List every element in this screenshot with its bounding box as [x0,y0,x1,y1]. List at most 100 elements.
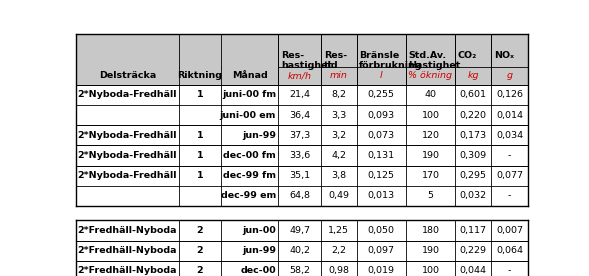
Text: 37,3: 37,3 [289,131,310,140]
Bar [406,241,455,261]
Bar [221,261,279,276]
Bar [76,166,179,186]
Bar [455,125,491,145]
Bar [321,125,356,145]
Bar [179,105,221,125]
Bar [179,34,221,67]
Text: 0,126: 0,126 [496,90,523,99]
Text: 1,25: 1,25 [328,226,349,235]
Text: juni-00 em: juni-00 em [220,111,276,120]
Text: kg: kg [468,71,479,80]
Text: 190: 190 [422,246,439,255]
Text: Res-
tid: Res- tid [324,51,347,70]
Text: 0,093: 0,093 [368,111,395,120]
Bar [221,125,279,145]
Bar [321,220,356,241]
Text: 1: 1 [197,151,203,160]
Bar [321,145,356,166]
Bar [356,166,406,186]
Bar [76,34,179,67]
Text: 40: 40 [425,90,436,99]
Text: 170: 170 [422,171,439,180]
Bar [321,166,356,186]
Text: 100: 100 [422,266,439,275]
Text: min: min [330,71,348,80]
Text: 5: 5 [428,191,434,200]
Text: juni-00 fm: juni-00 fm [222,90,276,99]
Bar [406,145,455,166]
Text: dec-99 fm: dec-99 fm [223,171,276,180]
Bar [321,186,356,206]
Text: 33,6: 33,6 [289,151,310,160]
Bar [321,85,356,105]
Bar [279,85,321,105]
Text: Bränsle
förbrukning: Bränsle förbrukning [359,51,423,70]
Bar [356,241,406,261]
Bar [221,241,279,261]
Bar [406,220,455,241]
Bar [321,67,356,85]
Text: 120: 120 [422,131,439,140]
Text: 180: 180 [422,226,439,235]
Bar [76,125,179,145]
Text: 2: 2 [197,266,203,275]
Bar [279,67,321,85]
Bar [179,186,221,206]
Bar [455,166,491,186]
Bar [406,125,455,145]
Text: 36,4: 36,4 [289,111,310,120]
Text: 0,032: 0,032 [459,191,487,200]
Bar [221,34,279,67]
Bar [455,85,491,105]
Text: 3,2: 3,2 [331,131,346,140]
Text: % ökning: % ökning [408,71,452,80]
Text: 100: 100 [422,111,439,120]
Text: 0,255: 0,255 [368,90,395,99]
Bar [76,85,179,105]
Bar [321,105,356,125]
Bar [76,241,179,261]
Bar [356,145,406,166]
Bar [356,34,406,67]
Text: -: - [508,266,511,275]
Text: 40,2: 40,2 [289,246,310,255]
Text: 0,173: 0,173 [459,131,487,140]
Bar [179,166,221,186]
Text: 3,8: 3,8 [331,171,346,180]
Text: Riktning: Riktning [177,71,222,80]
Bar [179,67,221,85]
Text: 49,7: 49,7 [289,226,310,235]
Text: 0,050: 0,050 [368,226,395,235]
Bar [221,105,279,125]
Bar [455,220,491,241]
Bar [179,85,221,105]
Bar [179,241,221,261]
Text: 2*Nyboda-Fredhäll: 2*Nyboda-Fredhäll [78,90,177,99]
Bar [76,186,179,206]
Bar [356,125,406,145]
Text: dec-00 fm: dec-00 fm [223,151,276,160]
Text: 1: 1 [197,171,203,180]
Bar [221,186,279,206]
Text: 2*Fredhäll-Nyboda: 2*Fredhäll-Nyboda [78,266,177,275]
Bar [455,241,491,261]
Bar [455,34,491,67]
Bar [406,186,455,206]
Bar [179,145,221,166]
Bar [406,67,455,85]
Bar [279,125,321,145]
Bar [406,34,455,67]
Text: 3,3: 3,3 [331,111,346,120]
Text: 2*Fredhäll-Nyboda: 2*Fredhäll-Nyboda [78,226,177,235]
Bar [455,186,491,206]
Text: 0,131: 0,131 [368,151,395,160]
Bar [321,261,356,276]
Text: 1: 1 [197,131,203,140]
Text: 0,49: 0,49 [328,191,349,200]
Bar [221,145,279,166]
Text: CO₂: CO₂ [458,51,477,60]
Text: km/h: km/h [287,71,312,80]
Bar [491,241,528,261]
Bar [279,145,321,166]
Text: 0,117: 0,117 [460,226,487,235]
